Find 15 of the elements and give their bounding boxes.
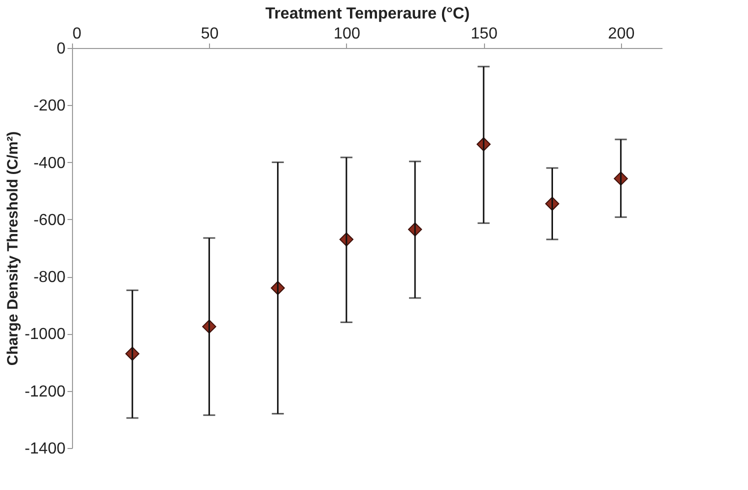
y-axis-title: Charge Density Threshold (C/m²) xyxy=(4,131,22,366)
y-tick-label: -800 xyxy=(33,269,66,286)
y-tick-label: -600 xyxy=(33,212,66,229)
x-tick-label: 200 xyxy=(608,26,635,42)
y-tick-label: 0 xyxy=(56,40,66,58)
y-tick-label: -200 xyxy=(33,98,66,115)
x-axis-title: Treatment Temperaure (°C) xyxy=(265,6,470,22)
x-tick-label: 100 xyxy=(334,26,360,42)
x-tick-label: 150 xyxy=(470,26,498,42)
x-tick-label: 50 xyxy=(200,26,219,42)
y-tick-label: -400 xyxy=(33,154,66,172)
y-tick-label: -1000 xyxy=(24,326,66,344)
y-tick-label: -1400 xyxy=(24,440,66,458)
y-tick-label: -1200 xyxy=(24,383,66,400)
x-tick-label: 0 xyxy=(72,26,82,42)
